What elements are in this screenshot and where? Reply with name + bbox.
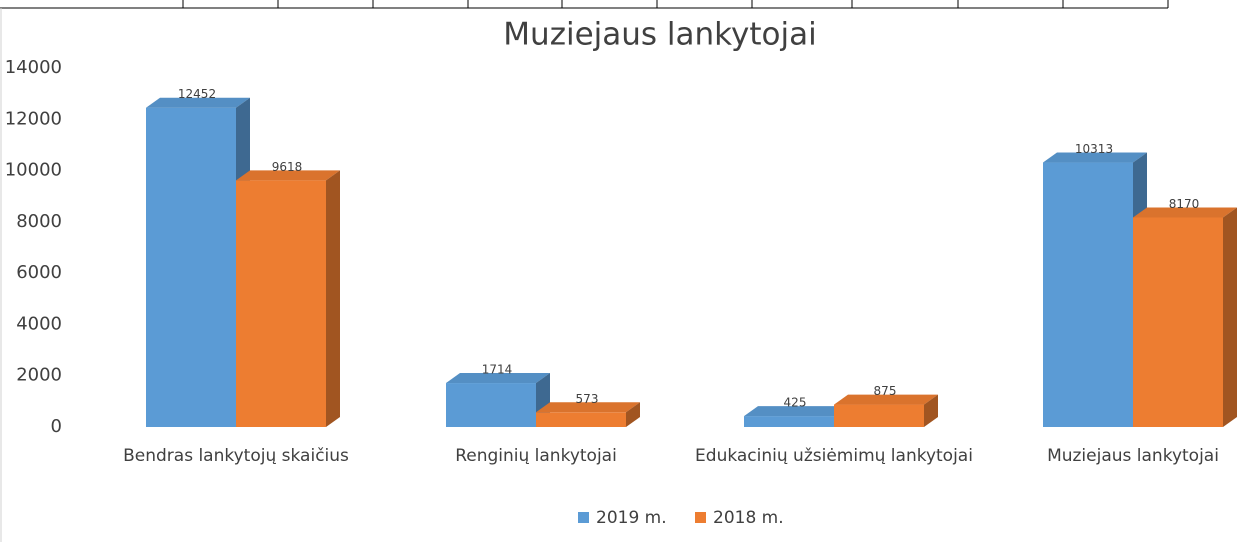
bar-front — [236, 180, 326, 427]
y-tick-label: 4000 — [16, 313, 62, 334]
data-label: 875 — [874, 384, 897, 398]
data-label: 573 — [576, 392, 599, 406]
bar-top — [236, 170, 340, 181]
bar — [1133, 207, 1237, 427]
bar-front — [536, 412, 626, 427]
data-label: 8170 — [1169, 197, 1200, 211]
data-label: 10313 — [1075, 142, 1113, 156]
y-tick-label: 2000 — [16, 365, 62, 386]
legend-swatch — [578, 512, 589, 523]
y-tick-label: 12000 — [5, 108, 62, 129]
y-tick-label: 0 — [51, 416, 62, 437]
data-label: 9618 — [272, 160, 303, 174]
bar-front — [1043, 162, 1133, 427]
bar-top — [1043, 152, 1147, 163]
bar-side — [924, 394, 938, 427]
bar — [236, 170, 340, 427]
bar-top — [146, 97, 250, 108]
bar-side — [626, 402, 640, 427]
y-tick-label: 8000 — [16, 211, 62, 232]
bar-side — [326, 170, 340, 427]
x-tick-label: Edukacinių užsiėmimų lankytojai — [695, 446, 973, 466]
bar-top — [834, 394, 938, 405]
data-label: 425 — [784, 396, 807, 410]
legend-label: 2019 m. — [596, 508, 667, 528]
data-label: 1714 — [482, 363, 513, 377]
bar — [146, 97, 250, 428]
x-tick-label: Renginių lankytojai — [455, 446, 617, 466]
bar-top — [1133, 207, 1237, 218]
data-label: 12452 — [178, 87, 216, 101]
bar — [536, 402, 640, 427]
bar — [1043, 152, 1147, 427]
chart-title: Muziejaus lankytojai — [503, 17, 816, 53]
bar-front — [446, 383, 536, 427]
y-tick-label: 10000 — [5, 160, 62, 181]
bar-top — [536, 402, 640, 413]
bar-front — [744, 416, 834, 427]
x-tick-label: Bendras lankytojų skaičius — [123, 446, 349, 466]
x-tick-label: Muziejaus lankytojai — [1047, 446, 1219, 466]
sheet-grid — [0, 0, 1169, 542]
bar-front — [1133, 217, 1223, 427]
y-tick-label: 6000 — [16, 262, 62, 283]
y-tick-label: 14000 — [5, 57, 62, 78]
legend-swatch — [695, 512, 706, 523]
bar-side — [1223, 207, 1237, 427]
bar-top — [744, 406, 848, 417]
bar-front — [834, 404, 924, 427]
legend-label: 2018 m. — [713, 508, 784, 528]
bar — [834, 394, 938, 427]
bar-front — [146, 107, 236, 428]
bar-top — [446, 373, 550, 384]
bar — [446, 373, 550, 427]
